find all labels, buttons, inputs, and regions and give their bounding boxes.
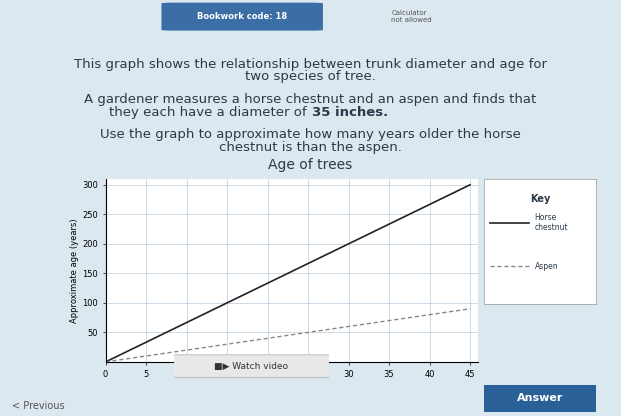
Text: Aspen: Aspen bbox=[535, 262, 558, 271]
FancyBboxPatch shape bbox=[169, 355, 334, 377]
Text: Age of trees: Age of trees bbox=[268, 158, 353, 172]
Text: Use the graph to approximate how many years older the horse: Use the graph to approximate how many ye… bbox=[100, 128, 521, 141]
Text: Key: Key bbox=[530, 194, 550, 204]
FancyBboxPatch shape bbox=[161, 2, 323, 31]
Text: two species of tree.: two species of tree. bbox=[245, 70, 376, 84]
FancyBboxPatch shape bbox=[479, 384, 602, 413]
Text: A gardener measures a horse chestnut and an aspen and finds that: A gardener measures a horse chestnut and… bbox=[84, 93, 537, 106]
Text: This graph shows the relationship between trunk diameter and age for: This graph shows the relationship betwee… bbox=[74, 58, 547, 71]
Text: they each have a diameter of: they each have a diameter of bbox=[109, 106, 310, 119]
Y-axis label: Approximate age (years): Approximate age (years) bbox=[70, 218, 79, 323]
Text: Bookwork code: 18: Bookwork code: 18 bbox=[197, 12, 288, 21]
Text: Horse
chestnut: Horse chestnut bbox=[535, 213, 568, 232]
Text: chestnut is than the aspen.: chestnut is than the aspen. bbox=[219, 141, 402, 154]
Text: ■▶ Watch video: ■▶ Watch video bbox=[214, 362, 289, 371]
Text: Calculator
not allowed: Calculator not allowed bbox=[391, 10, 432, 23]
Text: < Previous: < Previous bbox=[12, 401, 65, 411]
Text: Answer: Answer bbox=[517, 393, 563, 404]
Text: 35 inches.: 35 inches. bbox=[312, 106, 388, 119]
